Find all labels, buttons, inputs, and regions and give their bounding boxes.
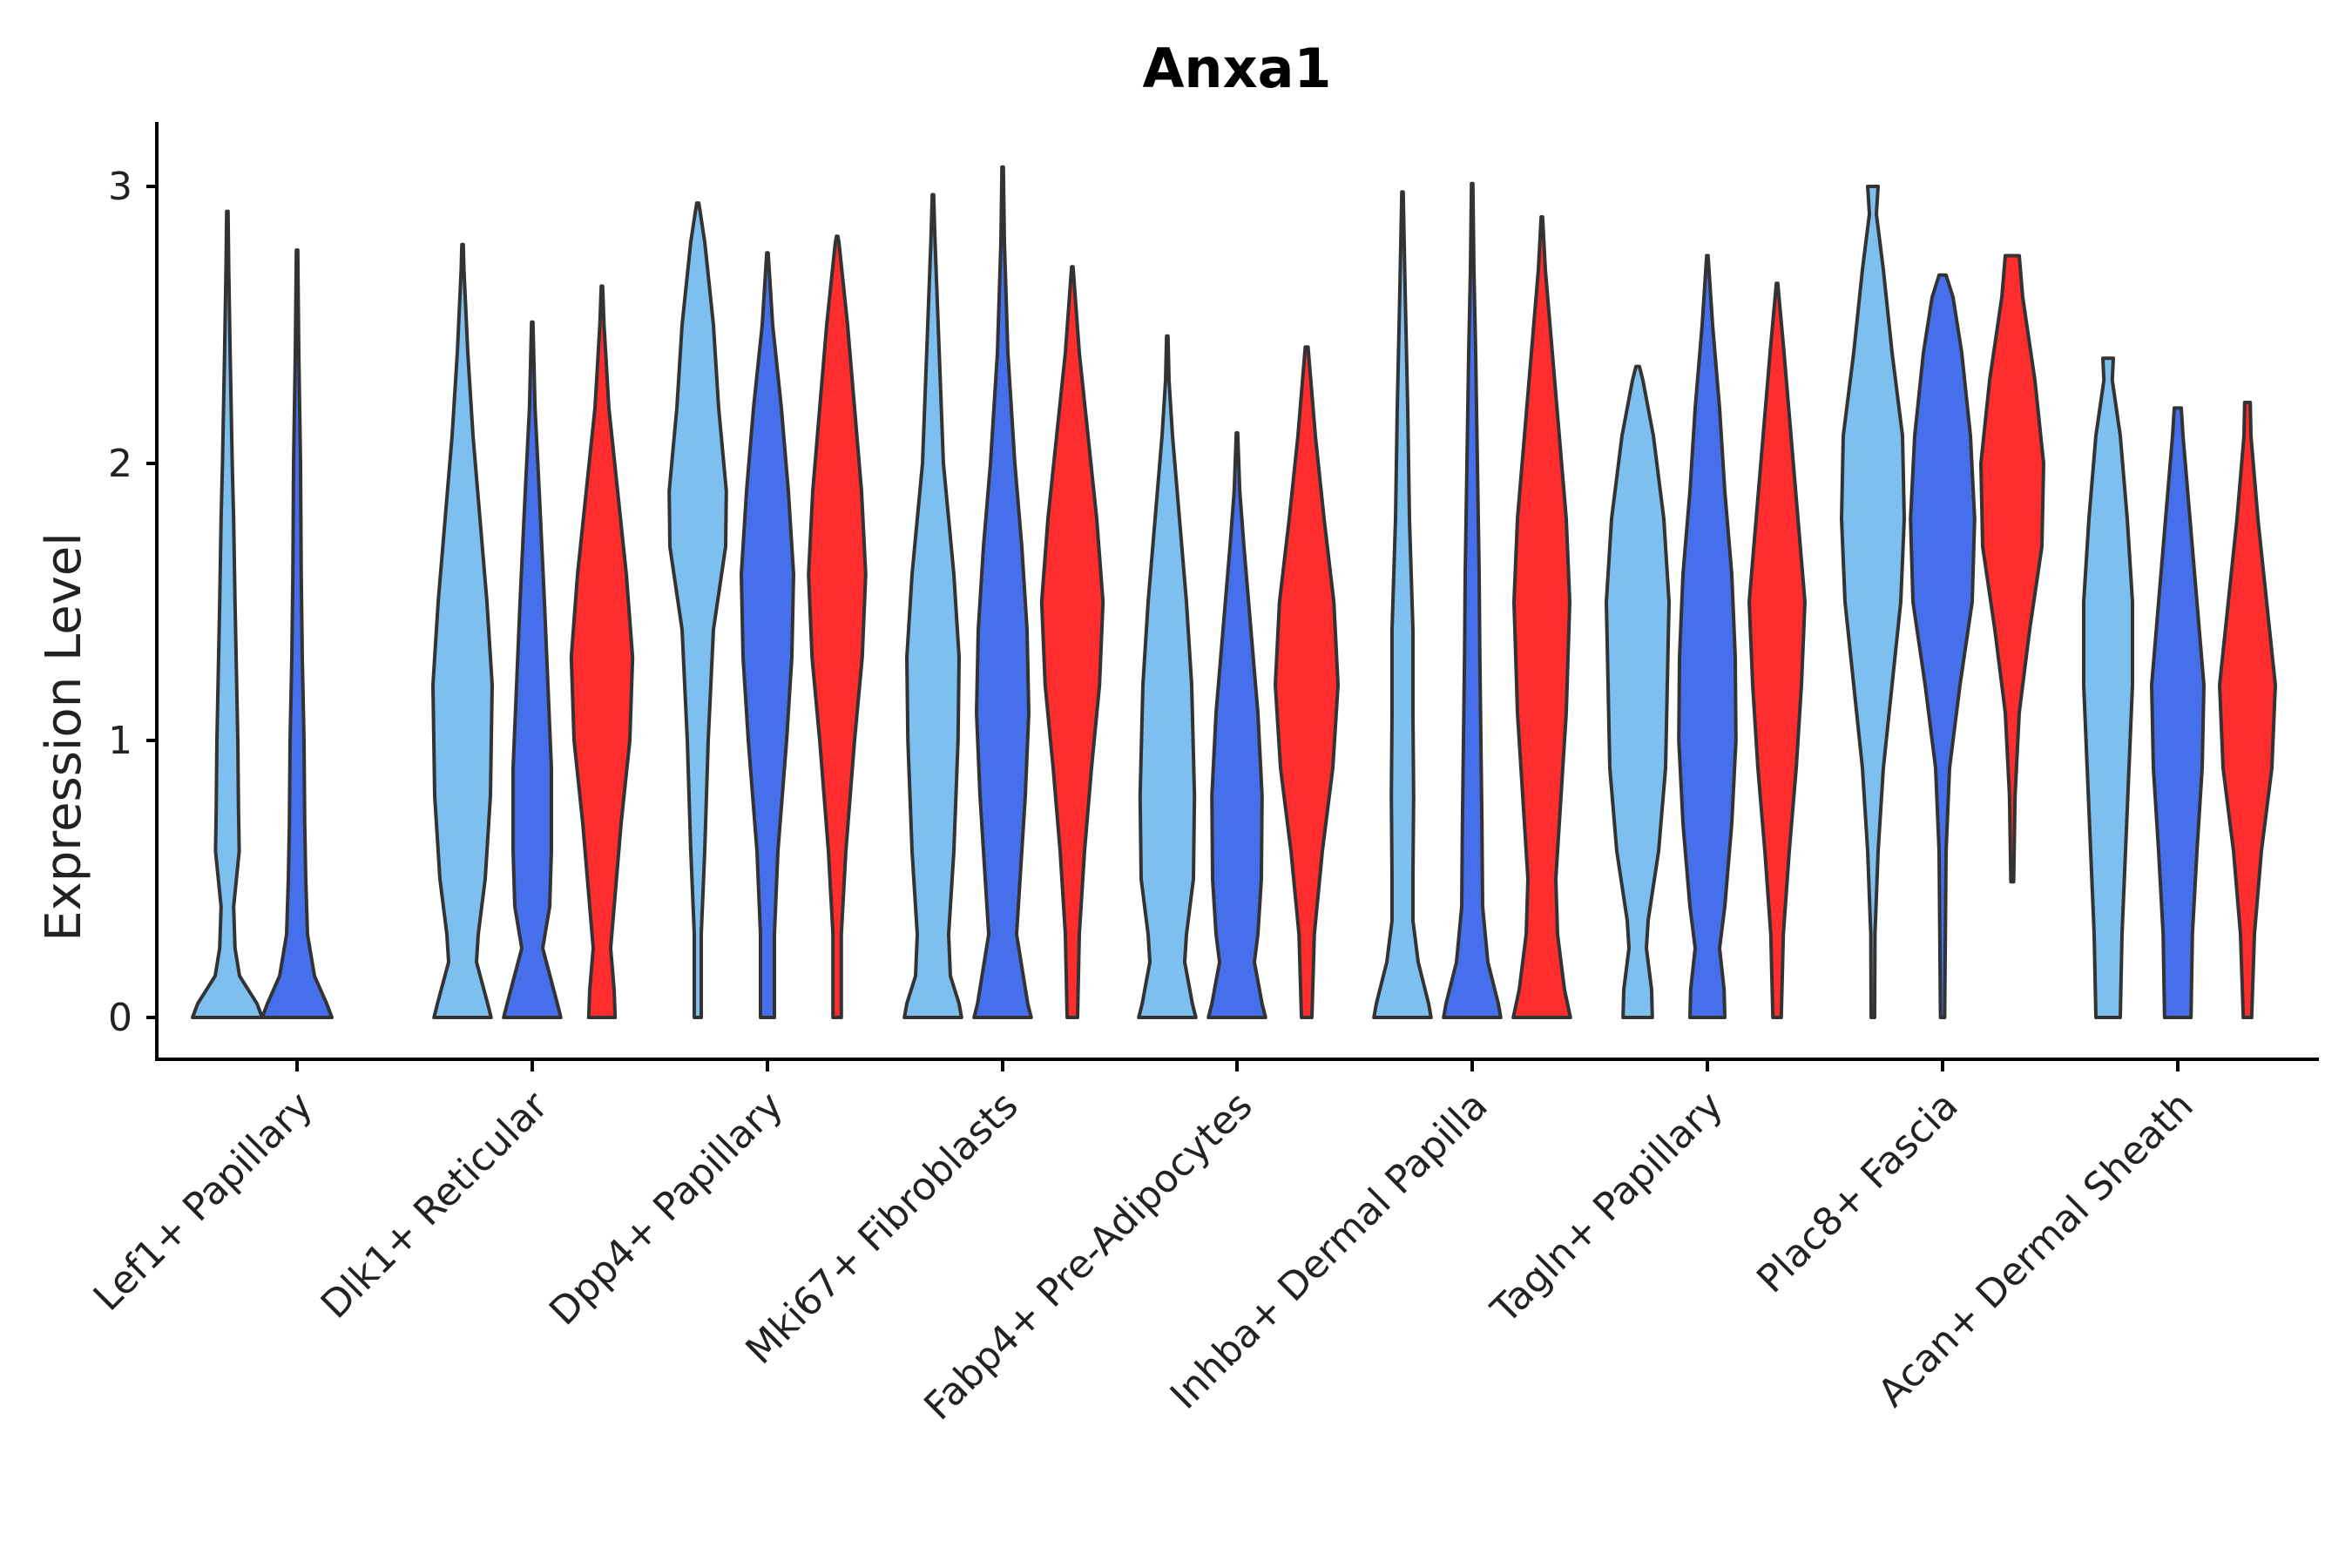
y-tick-label: 2 xyxy=(108,442,132,486)
violin-group1-2 xyxy=(431,242,494,1019)
violin-group3-5 xyxy=(1274,345,1340,1019)
violin-group2-7 xyxy=(1677,253,1738,1019)
violin-group3-7 xyxy=(1747,281,1807,1019)
violin-group1-5 xyxy=(1137,334,1198,1019)
violin-group3-6 xyxy=(1511,215,1572,1019)
violin-group3-8 xyxy=(1979,253,2045,884)
chart-title: Anxa1 xyxy=(1142,37,1331,100)
y-axis-label: Expression Level xyxy=(36,532,92,942)
violin-group1-3 xyxy=(667,201,728,1019)
x-tick-label: Tagln+ Papillary xyxy=(1483,1084,1732,1333)
y-tick-label: 1 xyxy=(108,719,132,763)
violin-plot-area xyxy=(191,165,2277,1019)
x-tick-label: Plac8+ Fascia xyxy=(1748,1084,1967,1302)
violin-group3-9 xyxy=(2218,401,2277,1019)
violin-group1-8 xyxy=(1840,185,1906,1019)
violin-group3-3 xyxy=(807,234,868,1019)
violin-group2-6 xyxy=(1442,181,1503,1019)
y-tick-label: 0 xyxy=(108,996,132,1040)
x-tick-label: Dlk1+ Reticular xyxy=(313,1083,558,1328)
y-tick-label: 3 xyxy=(108,165,132,209)
violin-group1-9 xyxy=(2082,356,2134,1019)
violin-group2-3 xyxy=(740,251,795,1019)
violin-group2-5 xyxy=(1206,431,1267,1019)
violin-group2-1 xyxy=(260,248,334,1019)
violin-group1-7 xyxy=(1605,364,1671,1019)
violin-group2-9 xyxy=(2150,406,2206,1019)
violin-group2-2 xyxy=(502,320,563,1019)
violin-group3-2 xyxy=(569,284,635,1019)
violin-group2-8 xyxy=(1909,273,1977,1019)
violin-group2-4 xyxy=(972,165,1033,1019)
violin-group1-4 xyxy=(902,193,963,1019)
violin-group1-6 xyxy=(1372,190,1433,1019)
x-tick-label: Lef1+ Papillary xyxy=(85,1084,321,1320)
violin-group1-1 xyxy=(191,209,264,1019)
x-tick-label: Dpp4+ Papillary xyxy=(541,1084,792,1335)
violin-group3-4 xyxy=(1039,265,1105,1019)
y-ticks: 0 1 2 3 xyxy=(108,165,157,1040)
